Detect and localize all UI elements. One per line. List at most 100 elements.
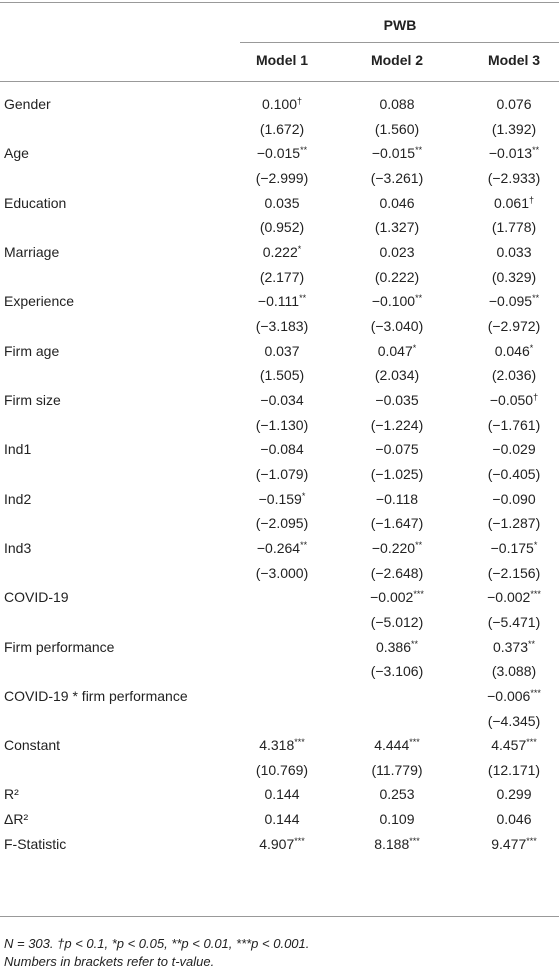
- t-value: (1.672): [259, 120, 305, 137]
- t-value: (12.171): [487, 761, 541, 778]
- t-value: (−1.287): [487, 515, 541, 532]
- coef-value: 4.907: [259, 835, 295, 852]
- coefficient: −0.002***: [459, 588, 559, 606]
- coef-value: −0.015: [371, 145, 416, 162]
- t-value: (2.177): [259, 268, 305, 285]
- model-header: Model 1: [255, 52, 309, 68]
- coef-value: −0.175: [490, 539, 534, 556]
- t-value: (1.778): [491, 219, 537, 236]
- coef-value: −0.220: [371, 539, 416, 556]
- coef-value: −0.013: [488, 145, 533, 162]
- coefficient: 0.253: [342, 785, 452, 803]
- coefficient: −0.264**: [227, 539, 337, 557]
- t-value: (−5.471): [487, 613, 541, 630]
- coef-value: 0.046: [379, 194, 415, 211]
- coefficient: 0.222*: [227, 243, 337, 261]
- coefficient: −0.159*: [227, 490, 337, 508]
- coefficient: 0.037: [227, 342, 337, 360]
- coef-value: 0.253: [379, 786, 415, 803]
- significance: ***: [526, 737, 537, 748]
- coefficient: 0.144: [227, 785, 337, 803]
- coef-value: −0.006: [487, 687, 531, 704]
- coef-value: 0.386: [375, 638, 412, 655]
- coef-value: 0.222: [262, 243, 298, 260]
- group-rule: [240, 42, 559, 43]
- row-label: Firm performance: [4, 638, 115, 655]
- t-value: (−1.647): [370, 515, 424, 532]
- coefficient: 0.144: [227, 810, 337, 828]
- t-value: (−3.040): [370, 317, 424, 334]
- significance: ***: [526, 835, 537, 846]
- row-label: Gender: [4, 96, 51, 112]
- significance: †: [529, 194, 535, 205]
- significance: ***: [409, 737, 420, 748]
- coef-value: 0.046: [494, 342, 530, 359]
- coef-value: −0.034: [260, 391, 304, 408]
- coefficient: −0.050†: [459, 391, 559, 409]
- coef-value: −0.075: [375, 441, 419, 458]
- coefficient: 0.100†: [227, 95, 337, 113]
- coef-value: 4.444: [374, 737, 410, 754]
- footnote: N = 303. †p < 0.1, *p < 0.05, **p < 0.01…: [4, 936, 310, 951]
- significance: ***: [530, 589, 541, 600]
- coef-value: 0.023: [379, 243, 415, 260]
- coef-value: 0.299: [496, 786, 532, 803]
- row-label: Marriage: [4, 243, 60, 260]
- coefficient: 0.076: [459, 95, 559, 113]
- t-value: (−2.095): [255, 515, 309, 532]
- t-value: (−1.079): [255, 465, 309, 482]
- row-label: F-Statistic: [4, 835, 67, 852]
- coef-value: 0.088: [379, 96, 415, 112]
- significance: *: [533, 539, 538, 550]
- t-value: (−1.025): [370, 465, 424, 482]
- coefficient: 0.088: [342, 95, 452, 113]
- coef-value: −0.111: [257, 293, 300, 310]
- t-value: (−2.648): [370, 564, 424, 581]
- coefficient: −0.175*: [459, 539, 559, 557]
- row-label: R²: [4, 786, 19, 803]
- t-value: (−1.224): [370, 416, 424, 433]
- significance: **: [300, 539, 308, 550]
- significance: **: [532, 145, 540, 156]
- footnote: Numbers in brackets refer to t-value.: [4, 954, 215, 969]
- t-value: (−2.999): [255, 169, 309, 186]
- t-value: (0.329): [491, 268, 537, 285]
- t-value: (0.222): [374, 268, 420, 285]
- t-value: (2.034): [374, 367, 420, 384]
- coef-value: 0.144: [264, 811, 300, 828]
- t-value: (−4.345): [487, 712, 541, 729]
- coefficient: 4.457***: [459, 736, 559, 754]
- coefficient: 0.033: [459, 243, 559, 261]
- coefficient: 0.046*: [459, 342, 559, 360]
- coef-value: −0.264: [256, 539, 301, 556]
- coefficient: −0.084: [227, 440, 337, 458]
- significance: **: [415, 539, 423, 550]
- row-label: Firm size: [4, 391, 61, 408]
- significance: ***: [530, 687, 541, 698]
- coef-value: 0.047: [377, 342, 413, 359]
- row-label: Ind2: [4, 490, 32, 507]
- coef-value: 0.037: [264, 342, 300, 359]
- significance: *: [297, 243, 302, 254]
- coef-value: 0.144: [264, 786, 300, 803]
- row-label: Experience: [4, 293, 75, 310]
- coefficient: 0.109: [342, 810, 452, 828]
- significance: **: [299, 293, 307, 304]
- t-value: (1.327): [374, 219, 420, 236]
- model-header: Model 2: [370, 52, 424, 68]
- coefficient: −0.013**: [459, 144, 559, 162]
- significance: †: [297, 96, 303, 106]
- t-value: (−3.106): [370, 663, 424, 680]
- t-value: (0.952): [259, 219, 305, 236]
- significance: ***: [294, 835, 305, 846]
- coefficient: −0.029: [459, 440, 559, 458]
- bottom-rule: [0, 916, 559, 917]
- coefficient: −0.111**: [227, 292, 337, 310]
- t-value: (1.505): [259, 367, 305, 384]
- significance: ***: [409, 835, 420, 846]
- t-value: (−2.933): [487, 169, 541, 186]
- significance: **: [415, 293, 423, 304]
- coef-value: −0.084: [260, 441, 304, 458]
- coefficient: 8.188***: [342, 835, 452, 853]
- coef-value: −0.118: [375, 490, 419, 507]
